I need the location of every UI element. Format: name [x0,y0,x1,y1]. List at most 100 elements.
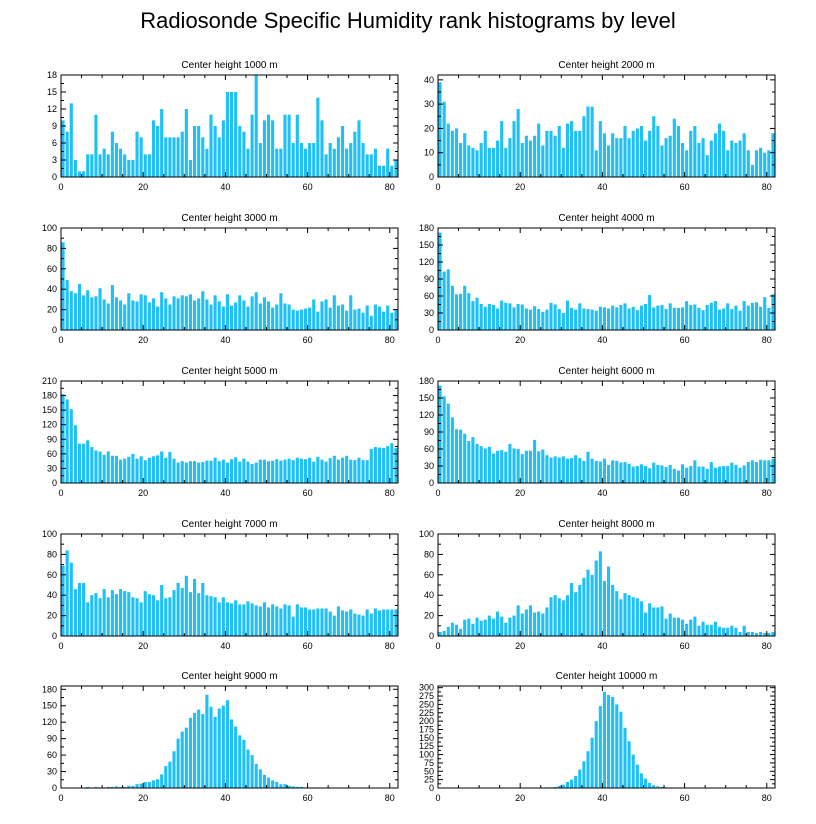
bar [459,293,463,330]
bar [541,145,545,177]
bar [188,461,193,483]
bar [123,154,127,177]
bar [225,294,229,330]
bar [316,311,320,330]
bar [709,462,713,483]
plot-frame [437,74,776,178]
bar [471,623,475,636]
bar [627,595,631,636]
bar [730,309,734,330]
bar [316,97,320,177]
bar [697,625,701,636]
bar [479,143,483,177]
bar [685,623,689,636]
bar [279,460,283,483]
bar [217,602,221,636]
bar [279,148,283,177]
bar [442,630,446,636]
bar [668,303,672,330]
bar [147,457,151,483]
bar [750,164,754,177]
bar [386,446,390,483]
bar [607,308,611,330]
bar [90,154,94,177]
bar [73,589,77,636]
bar [450,285,454,330]
bar [266,301,271,330]
bar [349,295,353,330]
bar [742,465,746,483]
bar [287,785,291,788]
bar [504,622,508,636]
bar [483,448,487,483]
bar [184,109,188,177]
x-tick-label: 80 [385,641,395,651]
bar [127,293,131,330]
bar [717,466,722,483]
bar [65,550,69,636]
bar [340,304,345,330]
bar [365,460,369,483]
bar [483,619,487,636]
x-tick-label: 40 [597,488,607,498]
panel-title: Center height 10000 m [556,671,658,682]
bar [168,137,172,177]
bar [291,460,295,483]
bar [668,613,672,636]
bar [680,464,685,483]
bar [184,296,188,330]
bar [570,779,574,788]
bar [454,429,459,483]
bar [648,294,652,330]
bar [283,303,287,330]
y-tick-label: 9 [52,121,57,131]
bar [160,774,164,788]
plot-frame [60,685,399,789]
bar [369,154,373,177]
bar [722,466,726,483]
bar [283,604,287,636]
bar [533,306,537,330]
bar [340,126,345,177]
y-tick-label: 250 [419,699,434,709]
bar [496,140,500,177]
y-tick-label: 180 [419,376,434,386]
bar [365,154,369,177]
bar [82,171,86,177]
bar [754,150,759,177]
bar [479,620,483,636]
bar [73,160,77,177]
bar [106,786,110,788]
bar [160,451,164,483]
bar [639,601,643,636]
bar [602,580,606,636]
bar [201,291,205,330]
y-tick-label: 30 [424,308,434,318]
y-tick-label: 120 [42,420,57,430]
bar [221,597,225,636]
bar [463,285,467,330]
bar [114,594,119,636]
bar [648,782,652,788]
bar [487,147,491,177]
bar [312,143,316,177]
bar [324,154,328,177]
bar [299,309,303,330]
bar [643,612,648,636]
bar [586,106,590,177]
bar [693,460,697,483]
bar [230,459,234,483]
bar [160,585,164,636]
x-tick-label: 20 [515,793,525,803]
bar [570,307,574,330]
panel-title: Center height 1000 m [181,60,277,71]
bar [332,615,336,636]
bar [390,609,394,636]
bar [345,148,349,177]
bar [771,294,775,330]
y-tick-label: 60 [424,291,434,301]
bar [471,301,475,330]
bar [767,460,771,483]
y-tick-label: 0 [429,783,434,793]
bar [386,148,390,177]
